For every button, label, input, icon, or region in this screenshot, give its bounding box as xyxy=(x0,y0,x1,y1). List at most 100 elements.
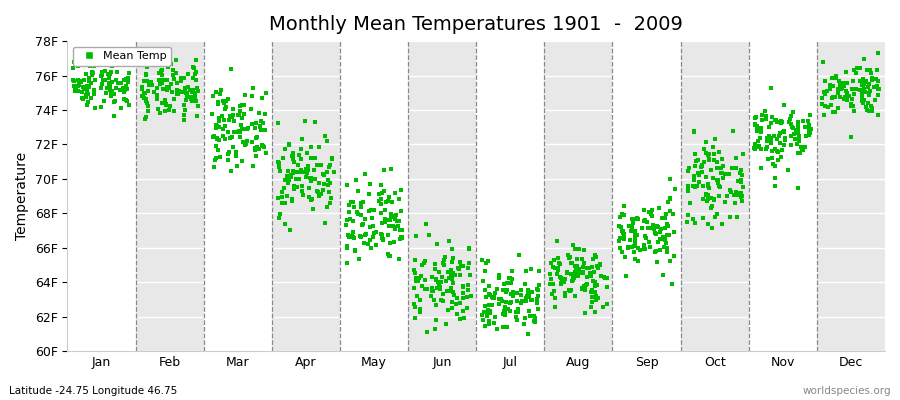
Point xyxy=(656,234,670,240)
Point xyxy=(177,89,192,95)
Point xyxy=(208,156,222,163)
Point xyxy=(494,296,508,302)
Point xyxy=(111,69,125,76)
Point xyxy=(83,63,97,69)
Point xyxy=(451,264,465,271)
Point xyxy=(764,85,778,92)
Point xyxy=(574,256,589,262)
Point xyxy=(861,100,876,107)
Point xyxy=(691,178,706,185)
Point xyxy=(461,282,475,288)
Point xyxy=(510,298,525,304)
Point xyxy=(80,83,94,89)
Point xyxy=(865,74,879,81)
Point xyxy=(375,236,390,243)
Point xyxy=(624,227,638,234)
Point xyxy=(554,274,569,281)
Point xyxy=(798,144,813,151)
Point xyxy=(445,274,459,281)
Point xyxy=(750,126,764,132)
Point xyxy=(113,80,128,86)
Point xyxy=(760,135,774,141)
Point xyxy=(701,181,716,188)
Point xyxy=(272,164,286,170)
Point xyxy=(209,142,223,149)
Point xyxy=(475,256,490,263)
Point xyxy=(211,146,225,153)
Point xyxy=(762,133,777,139)
Point xyxy=(626,242,641,249)
Point xyxy=(734,167,749,174)
Point xyxy=(498,308,512,314)
Point xyxy=(316,171,330,178)
Point xyxy=(705,203,719,209)
Point xyxy=(836,96,850,102)
Point xyxy=(248,135,263,141)
Point xyxy=(209,88,223,95)
Point xyxy=(636,207,651,214)
Point xyxy=(707,136,722,142)
Point xyxy=(152,70,166,76)
Point xyxy=(612,238,626,244)
Point xyxy=(569,266,583,273)
Point xyxy=(94,104,108,110)
Point xyxy=(766,160,780,167)
Point xyxy=(528,315,543,322)
Point xyxy=(661,223,675,230)
Point xyxy=(189,57,203,64)
Point xyxy=(174,78,188,84)
Point xyxy=(824,75,839,81)
Point xyxy=(802,124,816,130)
Point xyxy=(114,105,129,111)
Point xyxy=(758,108,772,114)
Point xyxy=(524,266,538,272)
Point xyxy=(850,65,864,71)
Point xyxy=(159,102,174,108)
Point xyxy=(86,70,100,76)
Point xyxy=(374,190,389,196)
Point xyxy=(855,91,869,98)
Point xyxy=(253,123,267,130)
Point xyxy=(452,266,466,272)
Point xyxy=(100,84,114,91)
Point xyxy=(734,190,749,196)
Point xyxy=(667,252,681,259)
Point xyxy=(562,288,577,294)
Point xyxy=(849,86,863,92)
Point xyxy=(519,294,534,301)
Point xyxy=(855,78,869,85)
Point xyxy=(217,117,231,123)
Point xyxy=(729,188,743,195)
Point xyxy=(770,149,785,155)
Point xyxy=(234,122,248,128)
Point xyxy=(777,102,791,108)
Point xyxy=(714,164,728,171)
Point xyxy=(765,155,779,162)
Point xyxy=(166,76,181,82)
Point xyxy=(138,89,152,96)
Point xyxy=(532,282,546,288)
Point xyxy=(273,210,287,217)
Point xyxy=(803,111,817,118)
Point xyxy=(617,234,632,240)
Point xyxy=(843,103,858,110)
Point xyxy=(209,154,223,161)
Point xyxy=(351,256,365,262)
Point xyxy=(462,246,476,252)
Point xyxy=(166,67,180,73)
Point xyxy=(824,94,839,101)
Point xyxy=(102,80,116,86)
Point xyxy=(729,191,743,198)
Point xyxy=(341,232,356,238)
Point xyxy=(697,158,711,165)
Point xyxy=(111,80,125,86)
Point xyxy=(714,170,728,176)
Point xyxy=(862,88,877,95)
Point xyxy=(522,292,536,298)
Point xyxy=(139,96,153,102)
Point xyxy=(155,67,169,73)
Point xyxy=(651,238,665,245)
Point xyxy=(136,92,150,99)
Point xyxy=(629,232,643,238)
Point xyxy=(625,224,639,230)
